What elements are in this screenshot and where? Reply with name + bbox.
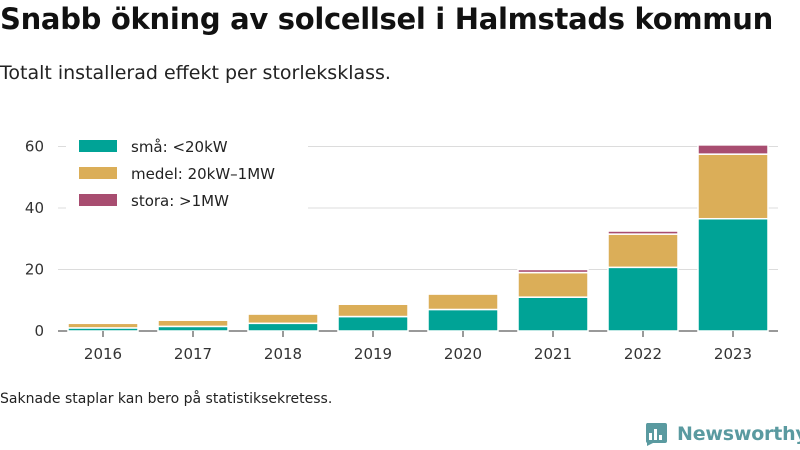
bars (67, 144, 769, 332)
x-axis: 2016 2017 2018 2019 2020 2021 2022 2023 (84, 331, 752, 363)
y-tick-label: 40 (25, 199, 44, 217)
legend-label: medel: 20kW–1MW (131, 165, 275, 183)
legend-label: stora: >1MW (131, 192, 229, 210)
bar-segment (607, 233, 679, 269)
x-tick-label: 2023 (714, 345, 752, 363)
bar-segment (697, 153, 769, 220)
bar-segment (607, 266, 679, 332)
x-tick-label: 2021 (534, 345, 572, 363)
bar-segment (427, 308, 499, 332)
bar-segment (247, 322, 319, 332)
x-tick-label: 2022 (624, 345, 662, 363)
legend-swatch (79, 140, 117, 152)
x-tick-label: 2016 (84, 345, 122, 363)
bar-segment (517, 268, 589, 274)
bar-segment (337, 303, 409, 318)
chart-title: Snabb ökning av solcellsel i Halmstads k… (0, 2, 773, 36)
x-tick-label: 2018 (264, 345, 302, 363)
stacked-bar-chart: 0 20 40 60 2016 2017 2018 2019 2020 2021 2022 2023… (24, 133, 778, 363)
chart-subtitle: Totalt installerad effekt per storlekskl… (0, 62, 391, 84)
bar-segment (517, 271, 589, 298)
footnote: Saknade staplar kan bero på statistiksek… (0, 391, 333, 407)
y-tick-label: 60 (25, 137, 44, 155)
legend: små: <20kW medel: 20kW–1MW stora: >1MW (66, 133, 308, 213)
bar-chart-speech-bubble-icon (645, 423, 667, 446)
x-tick-label: 2019 (354, 345, 392, 363)
bar-segment (697, 144, 769, 155)
bar-segment (337, 315, 409, 332)
y-tick-label: 0 (34, 322, 44, 340)
bar-segment (697, 217, 769, 332)
bar-segment (427, 293, 499, 311)
newsworthy-logo: Newsworthy (644, 420, 800, 448)
legend-label: små: <20kW (131, 138, 228, 156)
bar-segment (157, 319, 229, 328)
bar-segment (517, 296, 589, 332)
y-tick-label: 20 (25, 260, 44, 278)
y-axis: 0 20 40 60 (25, 137, 44, 340)
bar-segment (67, 322, 139, 329)
x-tick-label: 2017 (174, 345, 212, 363)
x-tick-label: 2020 (444, 345, 482, 363)
brand-name: Newsworthy (677, 423, 800, 445)
legend-swatch (79, 167, 117, 179)
bar-segment (247, 313, 319, 325)
bar-segment (607, 230, 679, 235)
legend-swatch (79, 194, 117, 206)
